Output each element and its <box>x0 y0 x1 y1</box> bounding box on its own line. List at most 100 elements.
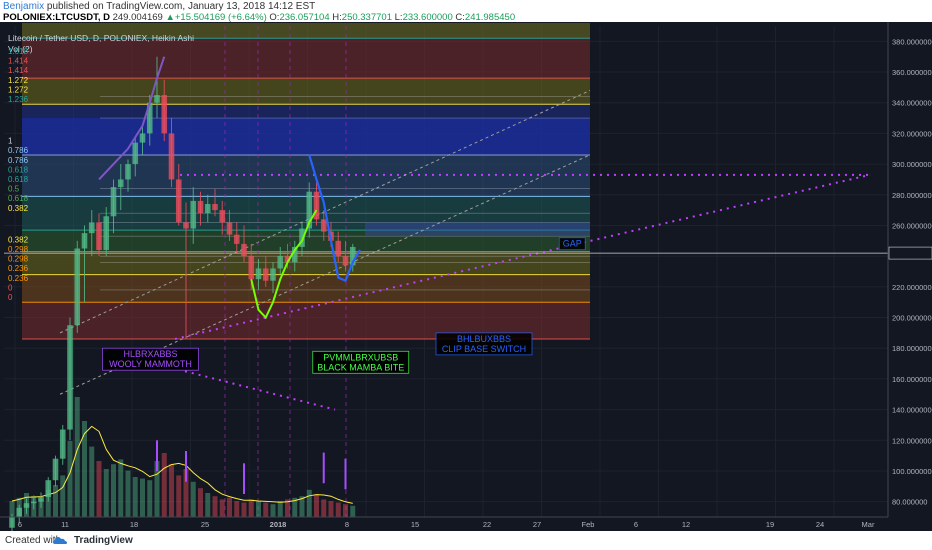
fib-label: 0.298 <box>8 255 29 264</box>
candle-body <box>204 203 211 214</box>
candle-body <box>38 497 44 502</box>
fib-label: 0.618 <box>8 175 29 184</box>
author-link[interactable]: Benjamix <box>3 1 45 12</box>
time-tick-label: Mar <box>862 520 875 529</box>
candle-body <box>233 234 240 244</box>
fib-label: 0.618 <box>8 165 29 174</box>
price-axis-bg <box>888 22 932 531</box>
fibonacci-retracement-a <box>22 22 590 340</box>
candle-body <box>45 480 52 498</box>
fib-label: 0 <box>8 283 13 292</box>
price-tick-label: 140.000000 <box>892 406 932 415</box>
fib-label: 1 <box>8 137 13 146</box>
time-tick-label: 18 <box>130 520 138 529</box>
volume-bar <box>190 481 196 517</box>
fib-label: 0.786 <box>8 146 29 155</box>
volume-bar <box>198 488 203 517</box>
volume-bar <box>241 502 247 517</box>
annotation-line2: BLACK MAMBA BITE <box>317 362 404 372</box>
fib-band <box>22 38 590 79</box>
footer: Created with TradingView <box>0 531 932 550</box>
price-tick-label: 300.000000 <box>892 160 932 169</box>
price-tick-label: 220.000000 <box>892 283 932 292</box>
time-tick-label: 12 <box>682 520 690 529</box>
candle-body <box>161 95 168 134</box>
volume-bar <box>248 499 254 517</box>
symbol-line: POLONIEX:LTCUSDT, D 249.004169 ▲+15.5041… <box>3 12 515 23</box>
time-tick-label: Feb <box>582 520 595 529</box>
candle-body <box>291 246 298 263</box>
volume-bar <box>285 499 290 517</box>
annotation-line2: WOOLY MAMMOTH <box>109 359 192 369</box>
fib-band <box>22 274 590 303</box>
annotation-line1: HLBRXABBS <box>123 349 177 359</box>
high-value: 250.337701 <box>341 12 392 23</box>
candle-body <box>146 102 153 134</box>
close-value: 241.985450 <box>464 12 516 23</box>
price-tick-label: 160.000000 <box>892 375 932 384</box>
candle-body <box>67 325 73 430</box>
open-label: O: <box>269 12 280 23</box>
candle-body <box>212 203 218 211</box>
volume-bar <box>234 501 240 517</box>
volume-bar <box>350 505 356 517</box>
time-tick-label: 19 <box>766 520 774 529</box>
candle-body <box>241 243 247 257</box>
volume-bar <box>154 461 160 517</box>
candle-body <box>226 222 233 235</box>
fib-label: 0.236 <box>8 264 29 273</box>
candle-body <box>59 429 66 459</box>
annotation-line1: GAP <box>563 239 582 249</box>
time-tick-label: 27 <box>533 520 541 529</box>
volume-trend-line <box>184 370 336 411</box>
time-tick-label: 2018 <box>270 520 287 529</box>
low-label: L: <box>394 12 403 23</box>
price-tick-label: 280.000000 <box>892 191 932 200</box>
pattern-drawings <box>98 56 361 494</box>
candle-body <box>313 191 320 220</box>
price-tick-label: 100.000000 <box>892 467 932 476</box>
low-value: 233.600000 <box>402 12 453 23</box>
volume-bar <box>67 441 73 517</box>
candle-body <box>183 222 189 229</box>
candle-body <box>335 240 342 257</box>
volume-bar <box>147 480 153 517</box>
candle-body <box>154 95 160 103</box>
volume-bar <box>82 421 87 517</box>
fib-label: 1.618 <box>8 47 29 56</box>
volume-bar <box>125 470 131 517</box>
volume-bar <box>74 397 80 517</box>
candle-body <box>30 501 37 504</box>
chart-title: Litecoin / Tether USD, D, POLONIEX, Heik… <box>8 33 194 43</box>
close-label: C: <box>455 12 465 23</box>
candle-body <box>349 246 356 266</box>
candle-body <box>197 200 204 214</box>
volume-bar <box>256 501 261 517</box>
price-axis[interactable]: 380.000000 360.000000 340.000000 320.000000… <box>887 22 932 531</box>
volume-bar <box>328 501 334 517</box>
volume-histogram <box>9 397 356 517</box>
fib-label: 0.5 <box>8 185 20 194</box>
tradingview-brand[interactable]: TradingView <box>74 535 133 546</box>
volume-ma-line <box>11 425 353 504</box>
fib-label: 0.382 <box>8 235 29 244</box>
high-label: H: <box>332 12 342 23</box>
volume-bar <box>343 504 348 517</box>
volume-bar <box>96 461 102 517</box>
gap-zone <box>365 222 590 237</box>
candle-body <box>219 210 226 223</box>
volume-bar <box>205 493 211 517</box>
price-tick-label: 260.000000 <box>892 221 932 230</box>
support-trend-line <box>174 173 871 340</box>
candle-body <box>88 222 95 234</box>
price-tick-label: 200.000000 <box>892 314 932 323</box>
candle-body <box>110 187 117 217</box>
time-axis[interactable]: 6 11 18 25 2018 8 15 22 27 Feb 6 12 19 24 Mar <box>0 516 888 529</box>
candle-body <box>132 142 139 165</box>
price-tick-label: 340.000000 <box>892 99 932 108</box>
volume-bar <box>227 497 232 517</box>
time-tick-label: 15 <box>411 520 419 529</box>
